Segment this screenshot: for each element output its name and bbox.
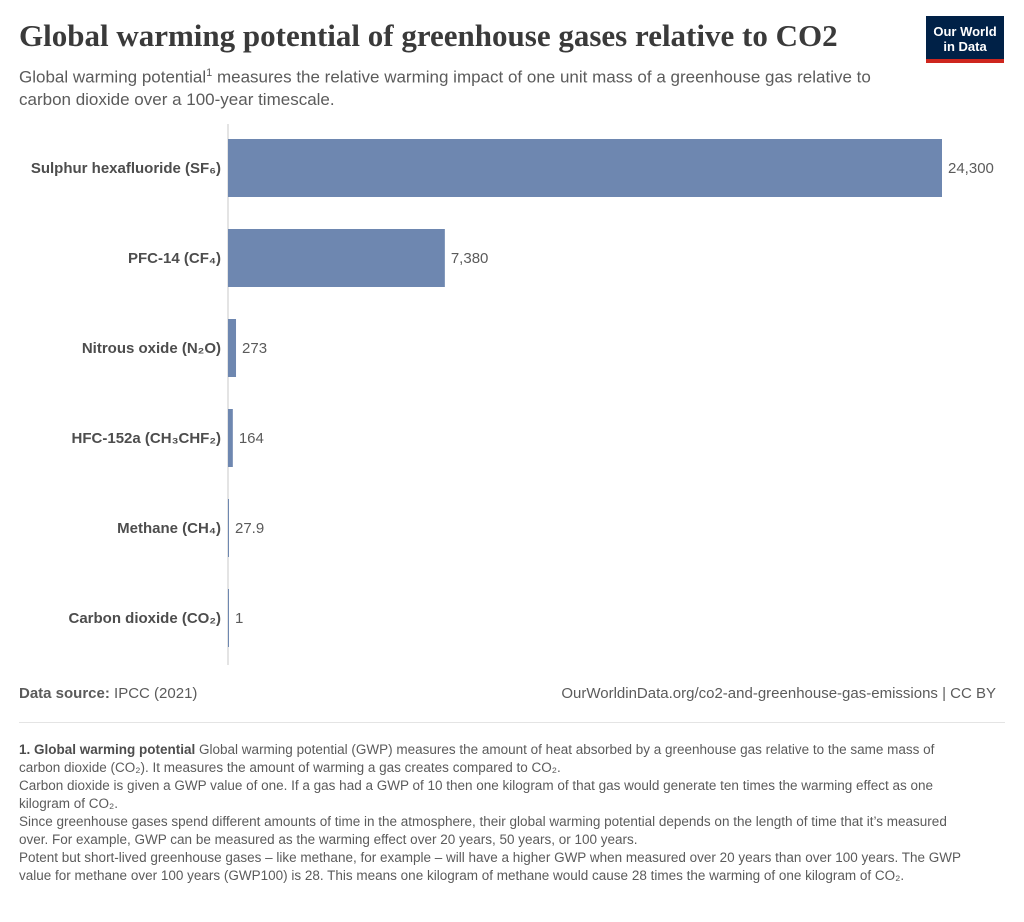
owid-logo[interactable]: Our World in Data: [926, 16, 1004, 63]
bar-chart: Sulphur hexafluoride (SF₆) 24,300 PFC-14 (…: [31, 124, 994, 665]
bar[interactable]: [228, 139, 942, 197]
data-source: Data source: IPCC (2021): [19, 685, 197, 702]
chart-subtitle: Global warming potential1 measures the r…: [19, 62, 919, 111]
source-url[interactable]: OurWorldinData.org/co2-and-greenhouse-ga…: [561, 685, 996, 702]
footnote-heading: 1. Global warming potential: [19, 742, 196, 757]
data-source-label: Data source:: [19, 685, 110, 702]
footnote-text-1: Global warming potential (GWP) measures …: [19, 742, 935, 775]
value-label: 164: [239, 430, 264, 447]
value-label: 7,380: [451, 250, 489, 267]
category-label: HFC-152a (CH₃CHF₂): [72, 430, 221, 447]
footnote-ref[interactable]: 1: [206, 67, 213, 79]
bar[interactable]: [228, 319, 237, 377]
bar[interactable]: [228, 499, 229, 557]
bar[interactable]: [228, 589, 229, 647]
bar[interactable]: [228, 409, 233, 467]
value-label: 24,300: [948, 160, 994, 177]
value-label: 1: [235, 610, 243, 627]
value-label: 273: [242, 340, 267, 357]
category-label: Sulphur hexafluoride (SF₆): [31, 160, 221, 177]
footnote-para-2: Carbon dioxide is given a GWP value of o…: [19, 778, 934, 811]
category-label: Methane (CH₄): [117, 520, 221, 537]
footnote-para-4: Potent but short-lived greenhouse gases …: [19, 850, 961, 883]
category-label: Carbon dioxide (CO₂): [69, 610, 222, 627]
footnote-para-1: 1. Global warming potential Global warmi…: [19, 741, 979, 777]
data-source-value[interactable]: IPCC (2021): [109, 685, 198, 702]
category-label: PFC-14 (CF₄): [128, 250, 221, 267]
subtitle-text-rest: measures the relative warming impact of …: [19, 67, 871, 109]
value-label: 27.9: [235, 520, 264, 537]
subtitle-text: Global warming potential: [19, 67, 207, 87]
bar[interactable]: [228, 229, 445, 287]
category-label: Nitrous oxide (N₂O): [82, 340, 221, 357]
divider: [19, 722, 1005, 723]
chart-title: Global warming potential of greenhouse g…: [19, 18, 838, 53]
logo-line-2: in Data: [943, 39, 987, 54]
footnote: 1. Global warming potential Global warmi…: [19, 741, 979, 885]
logo-line-1: Our World: [933, 24, 997, 39]
footnote-para-3: Since greenhouse gases spend different a…: [19, 814, 947, 847]
